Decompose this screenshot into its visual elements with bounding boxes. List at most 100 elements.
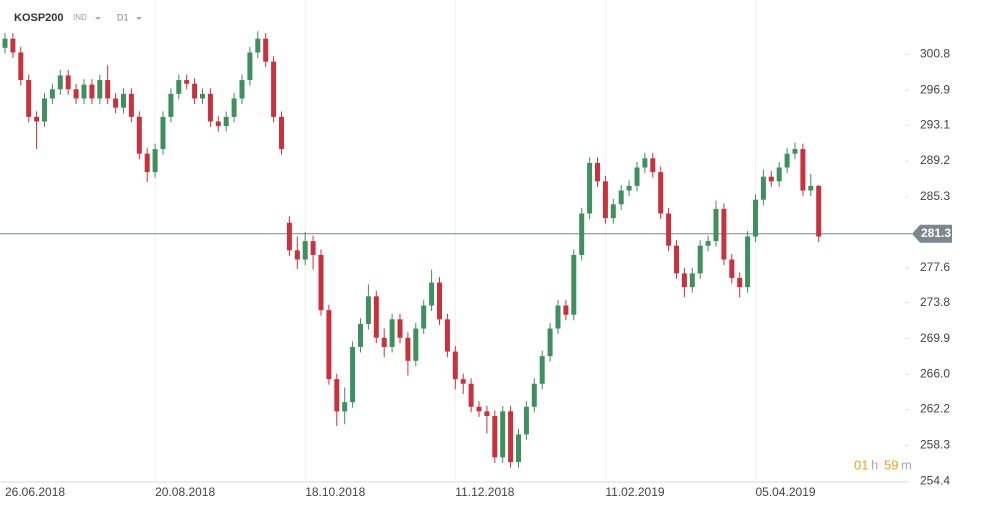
candle-body (800, 149, 806, 191)
x-tick-label: 11.12.2018 (455, 485, 514, 499)
x-tick-label: 05.04.2019 (756, 485, 816, 499)
candle-body (816, 185, 822, 237)
x-tick-label: 11.02.2019 (605, 485, 664, 499)
candle-body (318, 254, 324, 311)
candle-body (468, 383, 474, 407)
candle-body (768, 176, 774, 182)
candle-body (650, 158, 656, 173)
candle-body (215, 121, 221, 127)
candle-body (784, 153, 790, 168)
candle-body (381, 337, 387, 347)
candle-body (429, 282, 435, 306)
candle-body (634, 167, 640, 186)
candle-body (681, 273, 687, 288)
candle-body (444, 319, 450, 352)
candle-body (176, 80, 182, 94)
candle-body (342, 402, 348, 412)
candle-body (666, 213, 672, 246)
candle-body (350, 346, 356, 403)
candle-body (460, 379, 466, 384)
candle-body (674, 245, 679, 274)
candle-body (326, 310, 332, 380)
candle-body (192, 83, 198, 99)
candle-body (223, 116, 229, 127)
candle-body (476, 406, 482, 412)
candle-body (753, 199, 758, 237)
candle-body (358, 323, 363, 347)
candle-body (365, 296, 371, 324)
candle-body (26, 80, 32, 117)
candle-body (247, 52, 253, 81)
candle-body (729, 259, 735, 278)
y-tick-label: 293.1 (920, 117, 950, 131)
candle-body (144, 153, 150, 173)
candle-body (713, 208, 719, 242)
candle-body (97, 80, 103, 99)
symbol[interactable]: KOSP200 (14, 12, 64, 24)
candle-body (421, 305, 427, 329)
candle-body (555, 305, 561, 329)
timer-minutes-unit: m (901, 457, 912, 472)
candle-body (595, 162, 600, 182)
candle-body (152, 149, 158, 173)
candle-body (231, 98, 237, 117)
candle-body (184, 80, 190, 84)
candle-body (136, 116, 142, 154)
candle-body (626, 185, 632, 191)
candle-body (128, 93, 134, 117)
candle-body (508, 411, 514, 462)
candle-body (121, 93, 126, 108)
candle-body (310, 241, 316, 255)
candle-body (200, 93, 205, 99)
instrument-type: IND (73, 13, 87, 22)
timer-hours-unit: h (871, 457, 878, 472)
candle-body (452, 351, 458, 380)
candle-body (697, 245, 703, 274)
candle-body (563, 305, 569, 315)
timeframe[interactable]: D1 (117, 12, 129, 22)
candle-body (18, 52, 24, 81)
candle-body (207, 93, 213, 122)
x-tick-label: 20.08.2018 (155, 485, 215, 499)
candle-body (689, 273, 695, 288)
x-tick-label: 18.10.2018 (305, 485, 365, 499)
x-tick-label: 26.06.2018 (5, 485, 65, 499)
candle-body (808, 185, 814, 191)
current-price-label: 281.3 (921, 226, 951, 240)
candle-body (587, 162, 593, 214)
y-tick-label: 285.3 (920, 189, 950, 203)
timer-minutes: 59 (884, 457, 898, 472)
candle-body (334, 379, 340, 412)
candle-body (413, 328, 419, 361)
candle-body (523, 406, 529, 435)
candle-body (73, 89, 79, 99)
y-tick-label: 262.2 (920, 402, 950, 416)
candle-body (745, 236, 751, 288)
dropdown-arrow[interactable] (95, 17, 101, 20)
candle-body (294, 250, 300, 260)
current-price-tag (912, 224, 952, 243)
candle-body (500, 411, 506, 458)
timer-hours: 01 (854, 457, 868, 472)
y-tick-label: 277.6 (920, 260, 950, 274)
candle-body (405, 337, 411, 361)
candle-body (279, 116, 284, 150)
candle-body (105, 80, 111, 99)
candle-body (65, 75, 71, 90)
y-tick-label: 269.9 (920, 331, 950, 345)
candle-body (255, 38, 261, 53)
y-tick-label: 273.8 (920, 295, 950, 309)
dropdown-arrow[interactable] (136, 17, 142, 20)
candle-body (705, 241, 711, 246)
candle-body (539, 356, 545, 384)
candle-body (610, 204, 616, 219)
candle-body (642, 158, 648, 168)
candle-body (263, 38, 269, 62)
candle-body (49, 89, 55, 99)
candle-body (547, 328, 553, 357)
candle-body (721, 208, 727, 260)
candle-body (42, 98, 47, 122)
candle-body (239, 80, 245, 99)
candle-body (168, 93, 174, 117)
